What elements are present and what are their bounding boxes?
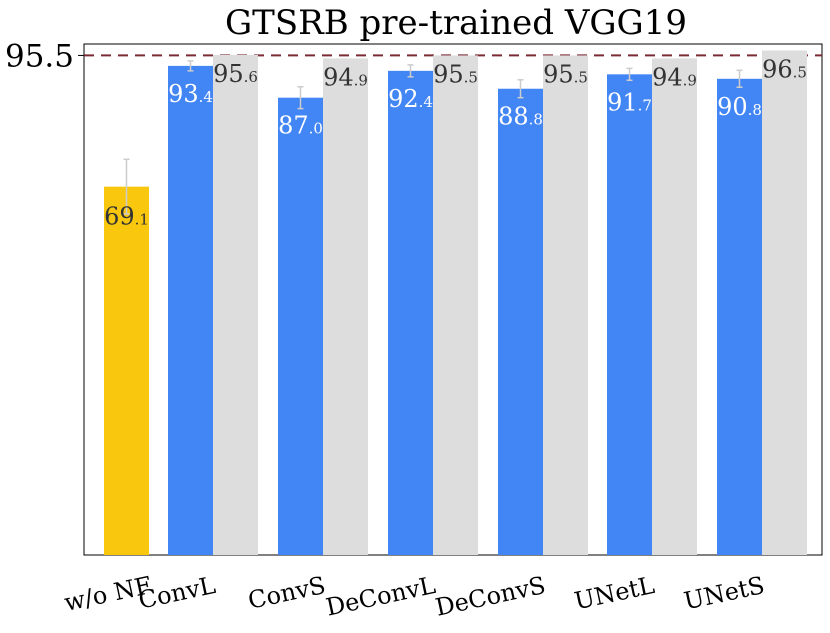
reference-value-label: 95.5: [433, 60, 478, 88]
nf-bar: [388, 70, 433, 556]
y-tick-label: 95.5: [5, 38, 74, 74]
reference-value-label: 95.5: [543, 60, 588, 88]
chart-title: GTSRB pre-trained VGG19: [225, 3, 687, 43]
reference-value-label: 96.5: [762, 55, 807, 83]
reference-value-label: 95.6: [213, 60, 258, 88]
x-tick-label: DeConvL: [323, 571, 438, 622]
reference-bar: [213, 54, 258, 556]
bar-value-label: 69.1: [104, 203, 149, 231]
x-tick-label: UNetL: [572, 571, 657, 615]
nf-bar: [498, 88, 543, 555]
nf-bar: [717, 78, 762, 556]
reference-bar: [762, 50, 807, 555]
baseline-bar: [104, 186, 149, 555]
reference-bar: [433, 55, 478, 555]
nf-bar: [278, 97, 323, 556]
reference-bar: [652, 58, 697, 555]
bar-value-label: 92.4: [388, 85, 433, 113]
bar-value-label: 93.4: [168, 80, 213, 108]
bar-value-label: 91.7: [607, 88, 652, 116]
x-tick-label: DeConvS: [433, 571, 548, 622]
bar-value-label: 90.8: [717, 93, 762, 121]
bar-value-label: 88.8: [498, 103, 543, 131]
reference-value-label: 94.9: [652, 63, 697, 91]
plot-area: 95.569.1w/o NF93.495.6ConvL87.094.9ConvS…: [5, 38, 823, 622]
reference-bar: [323, 58, 368, 555]
reference-bar: [543, 55, 588, 555]
nf-bar: [607, 74, 652, 555]
bar-value-label: 87.0: [278, 112, 323, 140]
x-tick-label: ConvS: [246, 571, 328, 615]
x-tick-label: UNetS: [681, 571, 767, 615]
nf-bar: [168, 65, 213, 556]
reference-value-label: 94.9: [323, 63, 368, 91]
